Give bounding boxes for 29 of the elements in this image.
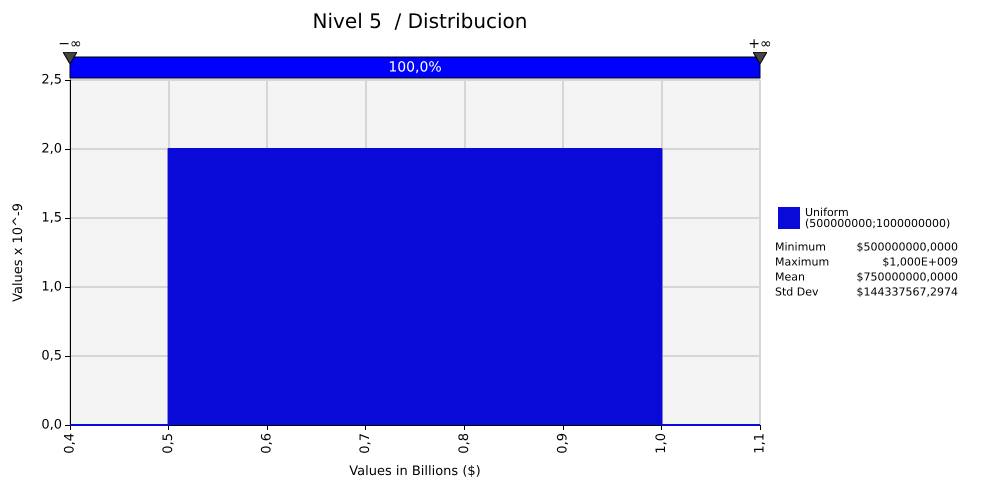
x-tick-label: 0,7 [358, 433, 374, 454]
text: Mean [775, 270, 805, 284]
x-tick-label: 0,8 [456, 433, 472, 454]
text: Minimum [775, 240, 826, 254]
text: +∞ [748, 36, 772, 52]
y-tick-label: 2,0 [41, 142, 62, 156]
x-axis-title: Values in Billions ($) [349, 464, 481, 479]
x-tick-label: 0,5 [161, 433, 176, 454]
text: Maximum [775, 256, 830, 268]
text: $1,000E+009 [882, 256, 958, 268]
x-tick-label: 0,9 [555, 433, 570, 454]
x-tick-label: 1,0 [654, 433, 669, 454]
x-tick-label: 0,4 [62, 433, 78, 454]
y-tick-label: 1,0 [41, 280, 62, 294]
y-tick-label: 0,0 [41, 418, 62, 432]
text: Std Dev [775, 286, 820, 298]
text: $500000000,0000 [856, 240, 958, 254]
chart-title: Nivel 5 / Distribucion [312, 9, 528, 33]
legend-label: Uniform (500000000;1000000000) [805, 206, 950, 230]
text: $144337567,2974 [856, 286, 958, 298]
text: −∞ [58, 36, 82, 52]
y-tick-label: 2,5 [41, 72, 62, 88]
y-tick-label: 1,5 [41, 210, 62, 226]
x-tick-label: 1,1 [752, 433, 768, 454]
y-tick-label: 0,5 [41, 348, 62, 364]
text: $750000000,0000 [856, 270, 958, 284]
x-tick-label: 0,6 [260, 433, 275, 454]
y-axis-title: Values x 10^-9 [11, 203, 26, 302]
text: 100,0% [388, 60, 442, 76]
